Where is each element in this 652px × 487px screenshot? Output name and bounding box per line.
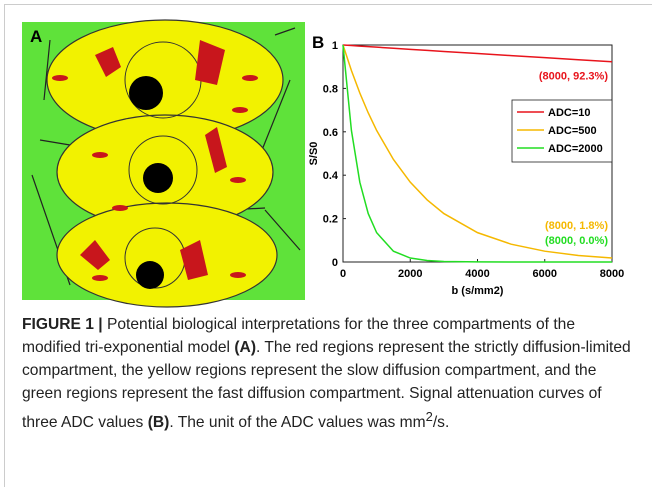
y-tick-label: 0.6 [323, 127, 338, 139]
caption-text: . The red regions represent the strictly… [22, 339, 631, 432]
panel-label: A [30, 27, 42, 46]
x-tick-label: 0 [340, 268, 346, 280]
mitochondria [52, 40, 258, 281]
figure-frame [4, 4, 652, 487]
x-tick-label: 8000 [600, 268, 624, 280]
y-tick-label: 0 [332, 257, 338, 269]
caption-text: /s. [432, 414, 450, 432]
figure: A B 0 2000 4000 6000 8000 0 0.2 0.4 0.6 0.8 1 b (s/m… [22, 19, 624, 308]
cells [46, 19, 284, 308]
caption-text: Potential biological interpretations for… [22, 316, 576, 356]
x-axis-label: b (s/mm2) [452, 285, 504, 297]
x-tick-label: 6000 [533, 268, 557, 280]
annotation: (8000, 1.8%) [545, 220, 608, 232]
y-tick-label: 0.8 [323, 83, 338, 95]
y-tick-label: 1 [332, 40, 338, 52]
annotation: (8000, 0.0%) [545, 235, 608, 247]
x-tick-label: 2000 [398, 268, 422, 280]
y-axis-label: S/S0 [308, 142, 320, 166]
line [342, 44, 613, 63]
caption-ref: (A) [234, 339, 257, 356]
panel-label: B [312, 33, 324, 52]
caption-superscript: 2 [425, 409, 433, 424]
caption-text: . The unit of the ADC values was mm [169, 414, 426, 432]
annotation: (8000, 92.3%) [539, 71, 608, 83]
line [342, 44, 613, 259]
caption: FIGURE 1 | Potential biological interpre… [22, 313, 634, 434]
nucleoli [129, 76, 173, 289]
x-tick-label: 4000 [465, 268, 489, 280]
panel-a-illustration: A [22, 19, 305, 308]
y-tick-label: 0.4 [323, 170, 339, 182]
line [342, 44, 612, 263]
legend-label: ADC=500 [548, 125, 597, 137]
caption-ref: (B) [147, 414, 170, 432]
legend-label: ADC=2000 [548, 143, 603, 155]
legend-box [511, 99, 613, 163]
legend-label: ADC=10 [548, 107, 591, 119]
caption-label: FIGURE 1 | [22, 316, 103, 333]
y-tick-label: 0.2 [323, 214, 338, 226]
